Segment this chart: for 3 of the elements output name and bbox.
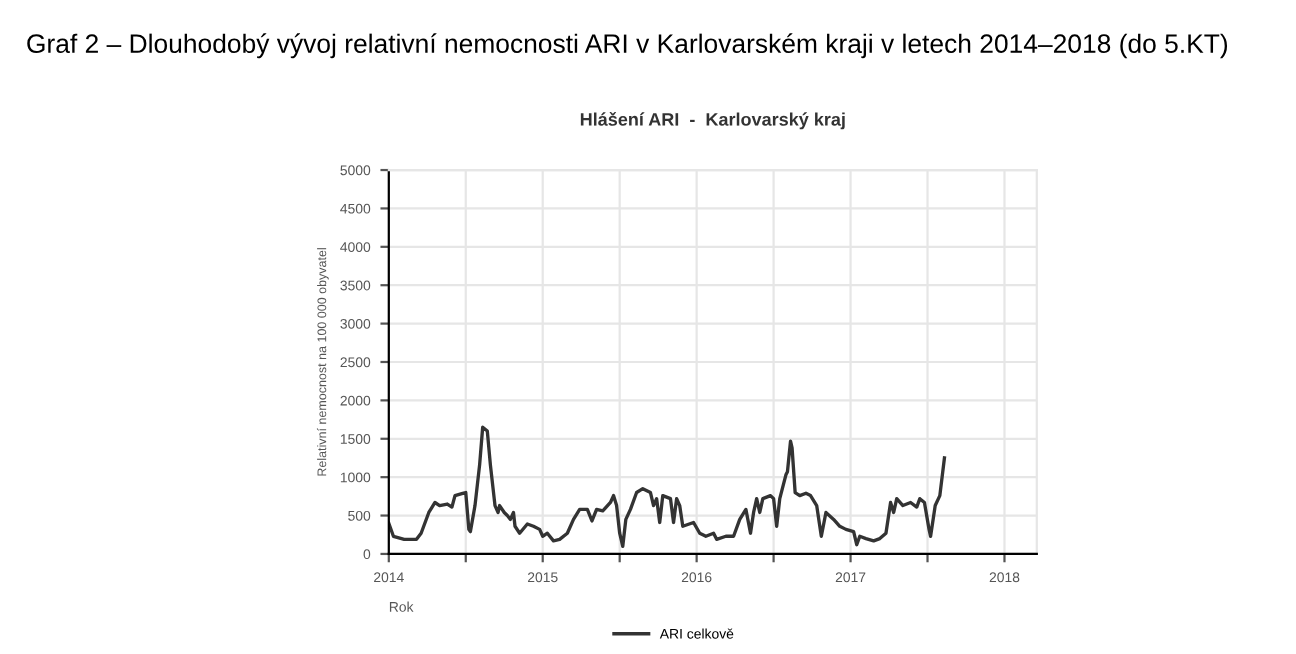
chart-title: Hlášení ARI - Karlovarský kraj [580, 112, 845, 130]
chart-subtitle: Graf 2 – Dlouhodobý vývoj relativní nemocnosti ARI v Karlovarském kraji v letech 2014–2018 (do 5.KT) [27, 33, 1228, 59]
line-series [388, 425, 947, 548]
